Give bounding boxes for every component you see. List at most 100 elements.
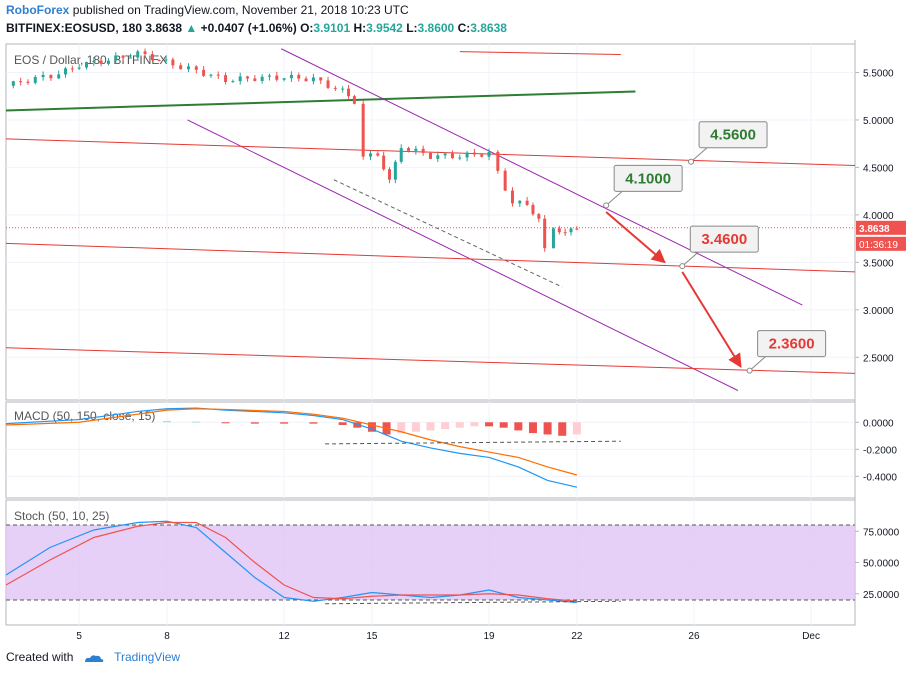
price-tick-label: 3.5000 (863, 258, 894, 269)
time-tick-label: 19 (483, 631, 495, 640)
macd-histogram-bar (441, 422, 450, 430)
stoch-tick-label: 25.0000 (863, 590, 900, 601)
open-label: O: (300, 21, 314, 35)
candle-body (361, 103, 365, 157)
candle-body (164, 59, 168, 61)
price-tick-label: 4.0000 (863, 211, 894, 222)
candle-body (128, 57, 132, 59)
candle-body (333, 87, 337, 89)
candle-body (57, 74, 61, 79)
publish-info: RoboForex published on TradingView.com, … (6, 3, 409, 17)
time-tick-label: 26 (688, 631, 700, 640)
price-tick-label: 5.5000 (863, 68, 894, 79)
macd-line (5, 407, 578, 488)
candle-body (77, 67, 81, 69)
candle-body (429, 152, 432, 159)
chart-canvas[interactable]: 5.5000 5.0000 4.5000 4.0000 3.5000 3.0000 2.50… (0, 40, 916, 640)
macd-histogram-bar (426, 422, 435, 431)
stoch-k-line (5, 520, 577, 604)
last-price: 3.8638 (145, 21, 183, 35)
candle-body (246, 76, 250, 79)
candle-body (150, 54, 154, 61)
macd-histogram-bar (192, 421, 201, 423)
price-tick-label: 3.0000 (863, 306, 894, 317)
callout-anchor (679, 263, 686, 270)
time-tick-label: 15 (366, 631, 378, 640)
macd-histogram-bar (455, 422, 464, 428)
callout-anchor (603, 202, 610, 209)
dashed-support-line (333, 179, 563, 288)
candle-body (487, 151, 491, 157)
candle-body (557, 228, 561, 233)
callout-anchor (688, 158, 695, 165)
candle-body (393, 161, 397, 180)
macd-tick-label: 0.0000 (863, 418, 894, 429)
candle-body (436, 155, 440, 159)
candle-body (26, 81, 30, 83)
candle-body (537, 214, 541, 219)
target-arrow (681, 271, 742, 368)
candle-body (19, 81, 23, 83)
price-tick-label: 2.5000 (863, 353, 894, 364)
price-change: +0.0407 (+1.06%) (200, 21, 297, 35)
macd-histogram-bar (485, 422, 494, 427)
symbol-label: BITFINEX:EOSUSD, 180 (6, 21, 143, 35)
candle-body (443, 153, 447, 156)
candle-body (518, 200, 522, 204)
callout-box (613, 164, 683, 192)
candle-body (326, 80, 330, 88)
candle-body (352, 96, 356, 104)
candle-body (525, 200, 529, 205)
candle-body (563, 232, 567, 234)
callout-pointer (605, 191, 623, 206)
candle-body (450, 153, 454, 159)
candle-body (421, 148, 425, 153)
macd-histogram-bar (572, 422, 581, 435)
tradingview-link[interactable]: TradingView (114, 650, 181, 664)
red-line (5, 347, 856, 374)
high-value: 3.9542 (366, 21, 403, 35)
published-text: published on TradingView.com, November 2… (72, 3, 409, 17)
macd-histogram-bar (411, 422, 420, 432)
time-tick-label: 5 (76, 631, 82, 640)
macd-histogram-bar (280, 422, 289, 424)
channel-lower-line (187, 119, 739, 391)
candle-body (465, 152, 469, 158)
candle-body (382, 155, 386, 170)
candle-body (85, 62, 89, 68)
callout-label: 4.5600 (710, 127, 756, 144)
macd-histogram-bar (338, 422, 347, 425)
callout-pointer (681, 251, 699, 267)
candle-body (92, 60, 96, 63)
candle-body (202, 69, 206, 76)
candle-body (472, 152, 476, 155)
candle-body (531, 204, 535, 215)
candle-body (238, 76, 242, 82)
macd-histogram-bar (470, 422, 479, 427)
red-top-line (459, 51, 621, 55)
macd-histogram-bar (221, 422, 230, 424)
time-tick-label: 8 (164, 631, 170, 640)
publisher-name[interactable]: RoboForex (6, 3, 70, 17)
time-tick-label: 22 (571, 631, 583, 640)
candle-body (106, 60, 110, 64)
time-tick-label: Dec (802, 631, 820, 640)
callout-box (757, 330, 827, 358)
macd-histogram-bar (250, 422, 259, 424)
candle-body (121, 55, 125, 58)
callout-box (698, 121, 768, 149)
candle-body (267, 75, 271, 77)
created-with-text: Created with (6, 650, 74, 664)
up-triangle-icon: ▲ (185, 21, 198, 35)
candle-body (569, 228, 573, 233)
macd-histogram-bar (397, 422, 406, 434)
callout-label: 3.4600 (701, 231, 747, 248)
footer: Created with TradingView (6, 650, 180, 664)
low-value: 3.8600 (417, 21, 455, 35)
macd-dashed-line (325, 440, 621, 445)
candle-body (399, 148, 403, 162)
candle-body (575, 228, 579, 230)
candle-body (49, 74, 53, 79)
stoch-band (6, 525, 855, 600)
candle-body (194, 66, 198, 70)
